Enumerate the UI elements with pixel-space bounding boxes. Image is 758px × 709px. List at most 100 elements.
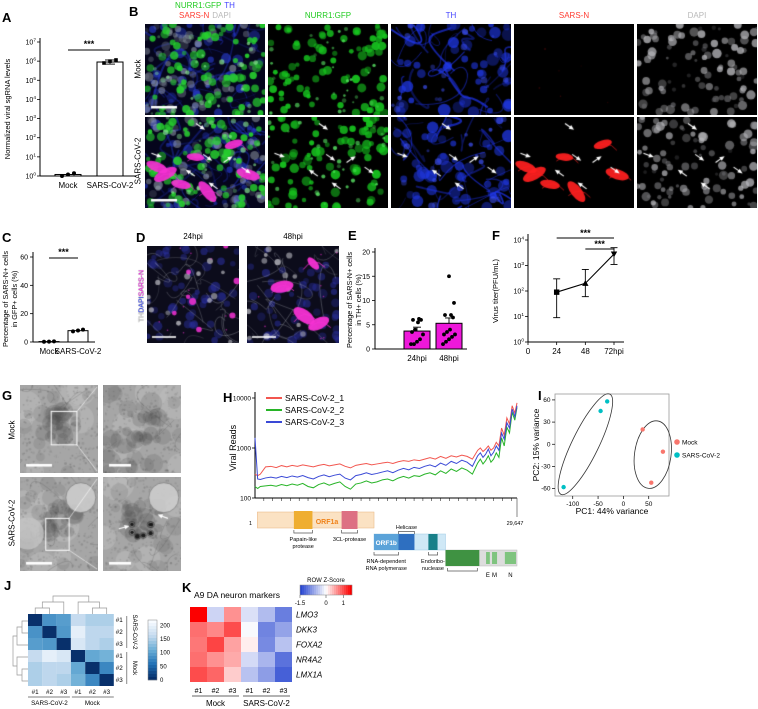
svg-text:48hpi: 48hpi [439,354,459,363]
svg-text:#1: #1 [32,689,40,696]
dist-cell [56,650,71,662]
dist-cell [28,650,43,662]
svg-text:in TH+ cells (%): in TH+ cells (%) [354,274,363,326]
panel-i-chart: -100 -50 0 50 -60 -30 0 30 60 PC1: 44% variance PC… [531,393,720,516]
svg-text:SARS-CoV-2: SARS-CoV-2 [87,181,134,190]
zscore-cell [224,652,241,667]
g-row-label-Mock: Mock [7,420,17,440]
channel-label: TH [224,1,235,10]
dist-cell [56,674,71,686]
svg-text:***: *** [58,247,69,257]
zscore-cell [275,622,292,637]
channel-label: NURR1:GFP [175,1,222,10]
svg-text:-100: -100 [566,501,579,508]
panel-i-label: I [538,388,542,403]
panel-f-label: F [492,228,500,243]
zscore-cell [258,622,275,637]
svg-text:Percentage of SARS-N+ cells: Percentage of SARS-N+ cells [345,252,354,348]
dendrogram-left [12,620,28,682]
zscore-cell [241,622,258,637]
zscore-cell [207,622,224,637]
panel-j-label: J [4,578,12,593]
svg-text:105: 105 [26,76,37,85]
series-SARS-CoV-2_2 [254,407,518,490]
svg-text:100: 100 [514,338,525,347]
panel-c-ylabel-1: Percentage of SARS-N+ cells [1,251,10,347]
point-SARS-CoV-2 [604,399,610,404]
svg-text:-30: -30 [541,463,551,470]
panel-e-label: E [348,228,357,243]
gene-label-LMO3: LMO3 [296,611,318,620]
dist-cell [70,650,86,662]
b-image-mock-gfp [268,24,388,115]
dist-cell [70,674,86,686]
svg-text:10000: 10000 [233,396,251,403]
zscore-cell [207,607,224,622]
b-col-header-NURR1:GFP: NURR1:GFP [304,11,352,20]
dist-cell [70,662,86,674]
panel-a-label: A [2,10,12,25]
zscore-cell [258,652,275,667]
b-col-header-DAPI: DAPI [687,11,707,20]
svg-text:3CL-protease: 3CL-protease [333,537,366,543]
b-image-mock-dapi [637,24,757,115]
svg-text:#2: #2 [116,629,124,636]
zscore-cell [241,637,258,652]
svg-text:102: 102 [514,287,525,296]
dist-cell [99,614,114,626]
panel-h-ylabel: Viral Reads [228,424,238,471]
dist-cell [85,650,100,662]
svg-text:72hpi: 72hpi [604,347,624,356]
panel-b-label: B [129,4,139,19]
svg-text:Papain-like: Papain-like [290,537,317,543]
panel-e-chart: 0 5 10 15 20 Percentage of SARS-N+ cells in TH… [345,248,467,363]
col-group-mock: Mock [85,700,101,707]
svg-text:1000: 1000 [237,446,252,453]
k-group-sars: SARS-CoV-2 [243,699,290,708]
dist-cell [28,674,43,686]
svg-text:102: 102 [26,133,37,142]
dist-cell [56,662,71,674]
point-Mock [640,427,645,432]
panel-c-label: C [2,230,12,245]
genome-start: 1 [249,521,252,527]
panel-h-label: H [223,390,233,405]
panel-f-ylabel: Virus titer(PFU/mL) [491,258,500,323]
panel-c-chart: 0 20 40 60 Percentage of SARS-N+ cells in GFP… [1,247,102,356]
panel-a-chart: 100 101 102 103 104 105 106 107 Normalized viral… [3,38,136,190]
dist-cell [42,638,57,650]
svg-text:-60: -60 [541,486,551,493]
svg-text:20: 20 [362,250,370,257]
b-row-label-SARS-CoV-2: SARS-CoV-2 [133,137,143,185]
gene-label-FOXA2: FOXA2 [296,641,323,650]
panel-b-images: NURR1:GFP TH SARS-N DAPI NURR1:GFP TH SARS-N DA… [125,0,758,212]
svg-text:Mock: Mock [58,181,78,190]
panel-h-chart: 100 1000 10000 Viral Reads SARS-CoV-2_1 SARS-… [228,392,524,579]
zscore-cell [190,622,207,637]
svg-text:150: 150 [160,637,171,643]
svg-text:0: 0 [526,347,531,356]
svg-text:#2: #2 [116,665,124,672]
dist-cell [42,614,57,626]
b-image-sars-dapi [637,117,757,208]
panel-f-chart: 100 101 102 103 104 Virus titer(PFU/mL) 0 24 48 7… [491,228,624,356]
dendrogram-top [34,595,108,614]
zscore-cell [258,637,275,652]
b-row-label-Mock: Mock [133,59,143,79]
svg-text:0: 0 [324,601,328,607]
b-image-mock-th [391,24,511,115]
pca-ylabel: PC2: 15% variance [531,408,541,481]
svg-text:101: 101 [514,312,525,321]
svg-text:RNA-dependent: RNA-dependent [367,559,407,565]
svg-text:#1: #1 [75,689,83,696]
panel-k-heatmap: A9 DA neuron markers ROW Z-Score -1.5 0 1 LMO… [190,578,353,708]
svg-text:#3: #3 [280,688,288,695]
zscore-cell [258,667,275,682]
point-SARS-CoV-2 [561,484,566,490]
svg-text:40: 40 [20,283,28,290]
genome-end: 29,647 [507,521,524,527]
b-image-sars-th [391,117,511,208]
svg-text:107: 107 [26,38,37,47]
svg-text:protease: protease [292,544,313,550]
dist-cell [85,614,100,626]
